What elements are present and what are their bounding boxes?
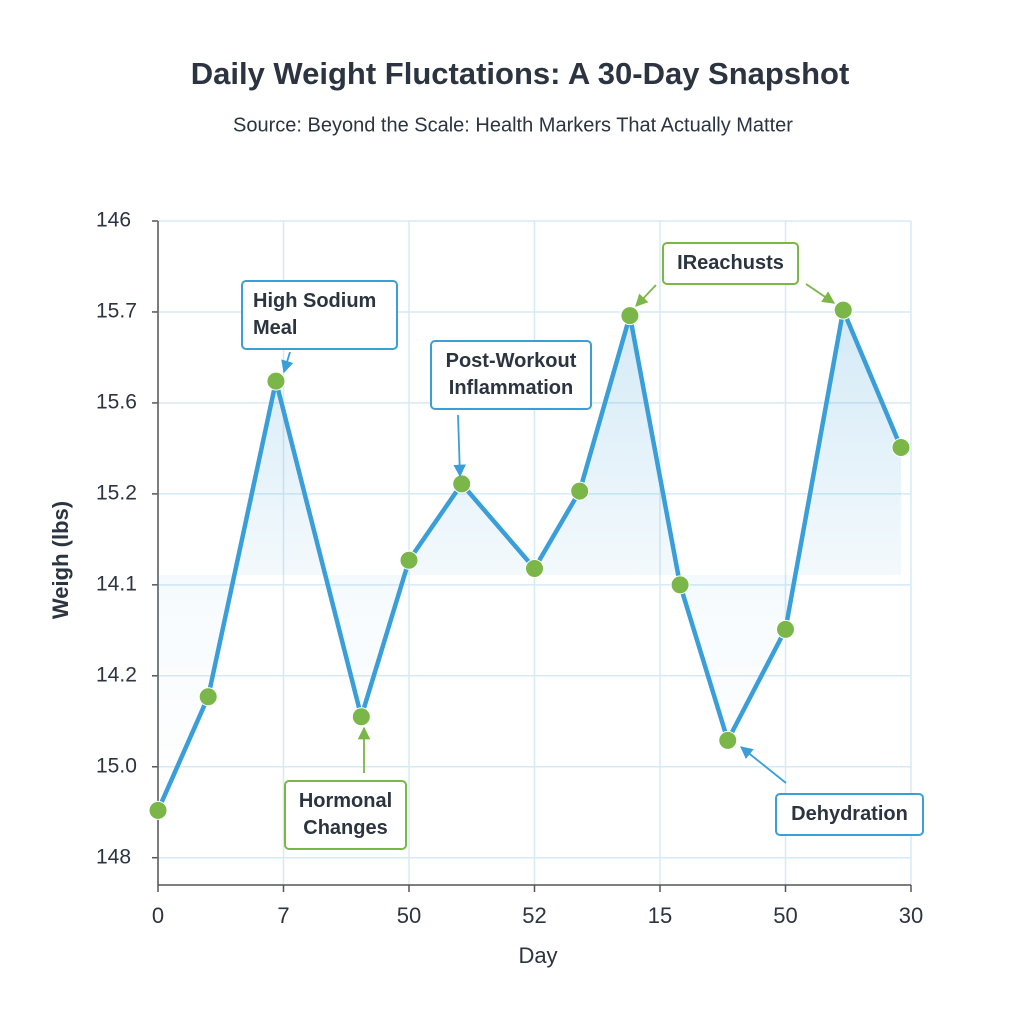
point [718,730,738,750]
y-tick-label: 15.0 [96,754,137,777]
x-tick-label: 0 [152,903,164,928]
point [198,687,218,707]
x-tick-label: 50 [397,903,421,928]
annotation: Post-Workout Inflammation [430,340,592,410]
line-area [158,310,901,811]
x-tick-label: 30 [899,903,923,928]
y-tick-label: 15.7 [96,300,137,323]
point [570,481,590,501]
y-tick-label: 148 [96,845,131,868]
point [452,474,472,494]
y-tick-label: 146 [96,209,131,232]
annotation: Dehydration [775,793,924,836]
line [155,307,904,812]
point [833,300,853,320]
point [620,306,640,326]
point [266,371,286,391]
point [525,558,544,578]
point [399,550,419,570]
point [148,800,168,820]
y-tick-label: 14.1 [96,572,137,595]
x-tick-label: 15 [648,903,672,928]
y-tick-label: 15.2 [96,481,137,504]
annotation-arrow [635,284,657,307]
y-tick-label: 15.6 [96,390,137,413]
annotation: Hormonal Changes [284,780,407,850]
point [891,437,911,457]
x-tick-label: 50 [773,903,797,928]
y-axis-label: Weigh (lbs) [48,501,73,619]
point [351,707,371,727]
annotation-arrow [453,414,466,478]
annotation: High Sodium Meal [241,280,398,350]
annotation-arrow [281,351,294,374]
annotation: IReachusts [662,242,799,285]
annotation-arrow [740,746,787,784]
x-axis-label: Day [518,943,557,968]
x-tick-label: 7 [277,903,289,928]
point [776,619,795,639]
chart-subtitle: Source: Beyond the Scale: Health Markers… [233,114,793,136]
chart-title: Daily Weight Fluctations: A 30-Day Snaps… [191,56,850,91]
point [670,575,690,595]
x-tick-label: 52 [522,903,546,928]
y-tick-label: 14.2 [96,663,137,686]
annotation-arrow [805,283,836,304]
